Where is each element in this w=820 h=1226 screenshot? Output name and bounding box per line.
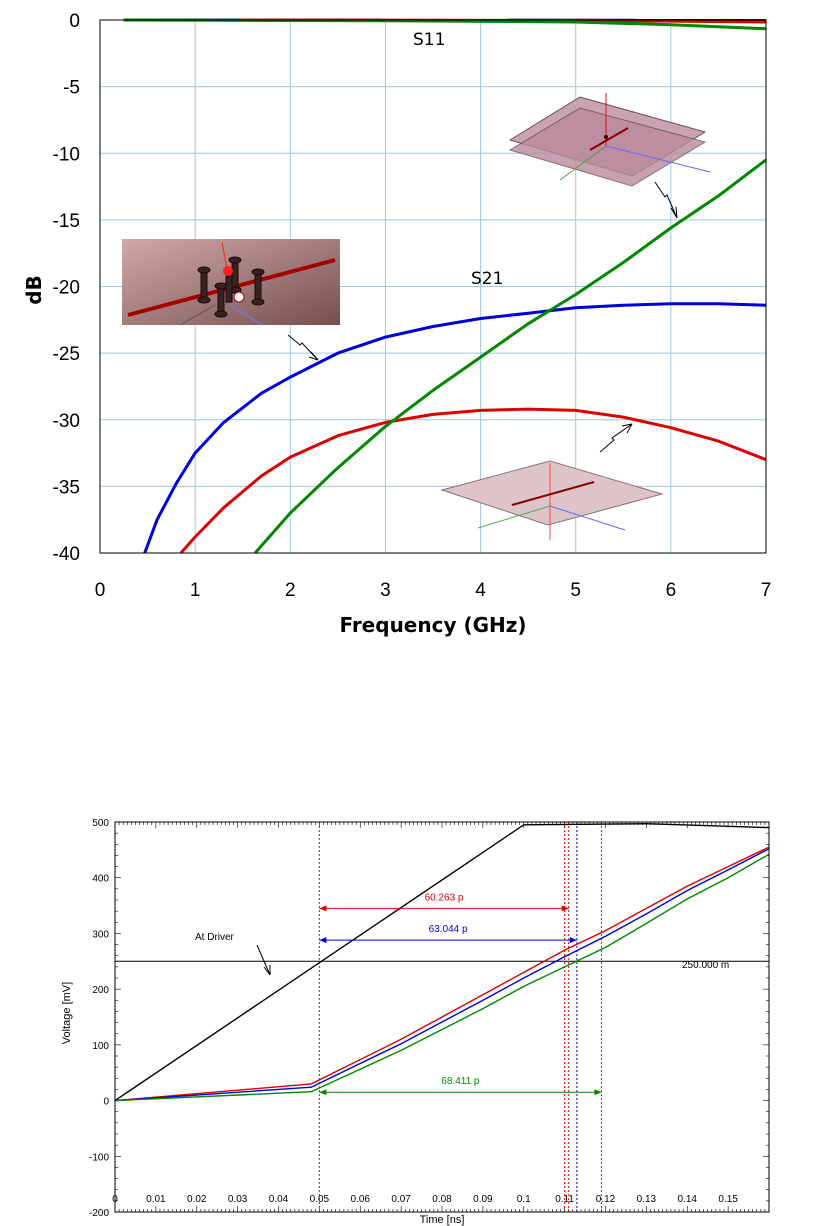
series-line-1 — [114, 846, 770, 1102]
x-tick-labels: 0 0.01 0.02 0.03 0.04 0.05 0.06 0.07 0.08 0.09 0.1… — [112, 1194, 738, 1205]
series-line-s21-4 — [179, 407, 767, 554]
y-tick-label: 100 — [92, 1041, 109, 1052]
y-tick-label: 0 — [69, 11, 80, 32]
x-tick-label: 2 — [285, 580, 296, 601]
x-tick-label: 0 — [112, 1194, 118, 1205]
s-parameter-chart: 0 1 2 3 4 5 6 7 0 -5 -10 -15 -20 -25 -30 -35 -40 Freque… — [22, 11, 771, 637]
y-tick-label: -20 — [53, 278, 80, 299]
driver-callout-arrow — [256, 944, 271, 976]
delay-arrowhead-right — [569, 937, 577, 944]
delay-arrowhead-right — [561, 905, 569, 912]
delay-arrowhead-left — [319, 1089, 327, 1096]
measurement-markers — [318, 822, 602, 1212]
via-structure-inset — [122, 239, 340, 326]
threshold-label: 250.000 m — [682, 960, 729, 971]
y-tick-label: -10 — [53, 144, 80, 165]
s11-label: S11 — [413, 30, 445, 50]
callout-arrow-green — [654, 181, 678, 219]
x-tick-label: 0.1 — [517, 1194, 531, 1205]
y-tick-labels: 500 400 300 200 100 0 -100 -200 — [89, 818, 109, 1219]
x-tick-labels: 0 1 2 3 4 5 6 7 — [95, 580, 772, 601]
delay-label: 68.411 p — [441, 1076, 480, 1087]
callout-arrow-blue — [287, 334, 319, 361]
x-axis-title: Frequency (GHz) — [339, 613, 526, 637]
series-line-3 — [114, 853, 770, 1102]
driver-label: At Driver — [195, 932, 235, 943]
x-tick-label: 0.14 — [678, 1194, 698, 1205]
delay-arrowhead-left — [319, 905, 327, 912]
x-tick-label: 0.01 — [146, 1194, 166, 1205]
x-tick-label: 3 — [380, 580, 391, 601]
single-plane-inset — [440, 460, 664, 540]
y-tick-labels: 0 -5 -10 -15 -20 -25 -30 -35 -40 — [53, 11, 80, 565]
x-tick-label: 0.11 — [555, 1194, 574, 1205]
voltage-transient-chart: 60.263 p 63.044 p 68.411 p 0 0.01 0.02 0.03 0.… — [61, 818, 770, 1226]
x-tick-label: 0.02 — [187, 1194, 207, 1205]
y-tick-label: -40 — [53, 544, 80, 565]
callout-arrow-red — [599, 423, 633, 453]
x-tick-label: 0.08 — [432, 1194, 452, 1205]
y-axis-title: dB — [22, 275, 46, 305]
delay-label: 63.044 p — [429, 924, 468, 935]
delay-arrowhead-right — [594, 1089, 602, 1096]
x-tick-label: 0.05 — [310, 1194, 330, 1205]
y-tick-label: -15 — [53, 211, 80, 232]
y-tick-label: 400 — [92, 874, 109, 885]
x-tick-label: 0.13 — [637, 1194, 657, 1205]
x-tick-label: 0.09 — [473, 1194, 493, 1205]
y-tick-label: -35 — [53, 477, 80, 498]
series-line-2 — [114, 848, 770, 1102]
x-tick-label: 0.12 — [596, 1194, 616, 1205]
delay-label: 60.263 p — [425, 892, 464, 903]
s21-label: S21 — [471, 269, 503, 289]
x-tick-label: 0 — [95, 580, 106, 601]
series-group — [114, 822, 770, 1102]
x-tick-label: 0.15 — [718, 1194, 738, 1205]
x-tick-label: 0.07 — [391, 1194, 411, 1205]
y-axis-title: Voltage [mV] — [61, 982, 73, 1044]
series-line-s21-5 — [253, 158, 767, 554]
x-tick-label: 0.03 — [228, 1194, 248, 1205]
two-plane-inset — [508, 93, 711, 187]
x-tick-label: 0.04 — [269, 1194, 289, 1205]
x-tick-label: 1 — [190, 580, 201, 601]
series-line-s21-3 — [143, 302, 767, 554]
y-tick-label: -30 — [53, 411, 80, 432]
x-tick-label: 5 — [570, 580, 581, 601]
delay-annotations: 60.263 p 63.044 p 68.411 p — [319, 892, 602, 1096]
y-tick-label: 300 — [92, 929, 109, 940]
y-tick-label: 0 — [103, 1097, 109, 1108]
x-tick-label: 0.06 — [351, 1194, 371, 1205]
y-tick-label: 200 — [92, 985, 109, 996]
y-tick-label: -200 — [89, 1208, 109, 1219]
y-tick-label: -5 — [63, 78, 80, 99]
y-tick-label: -25 — [53, 344, 80, 365]
x-tick-label: 4 — [475, 580, 486, 601]
y-tick-label: 500 — [92, 818, 109, 829]
x-tick-label: 7 — [761, 580, 772, 601]
delay-arrowhead-left — [319, 937, 327, 944]
plot-frame — [99, 19, 767, 554]
x-tick-label: 6 — [666, 580, 677, 601]
x-axis-title: Time [ns] — [420, 1214, 465, 1226]
series-line-0 — [114, 822, 770, 1102]
y-tick-label: -100 — [89, 1152, 109, 1163]
plot-frame — [114, 821, 770, 1213]
